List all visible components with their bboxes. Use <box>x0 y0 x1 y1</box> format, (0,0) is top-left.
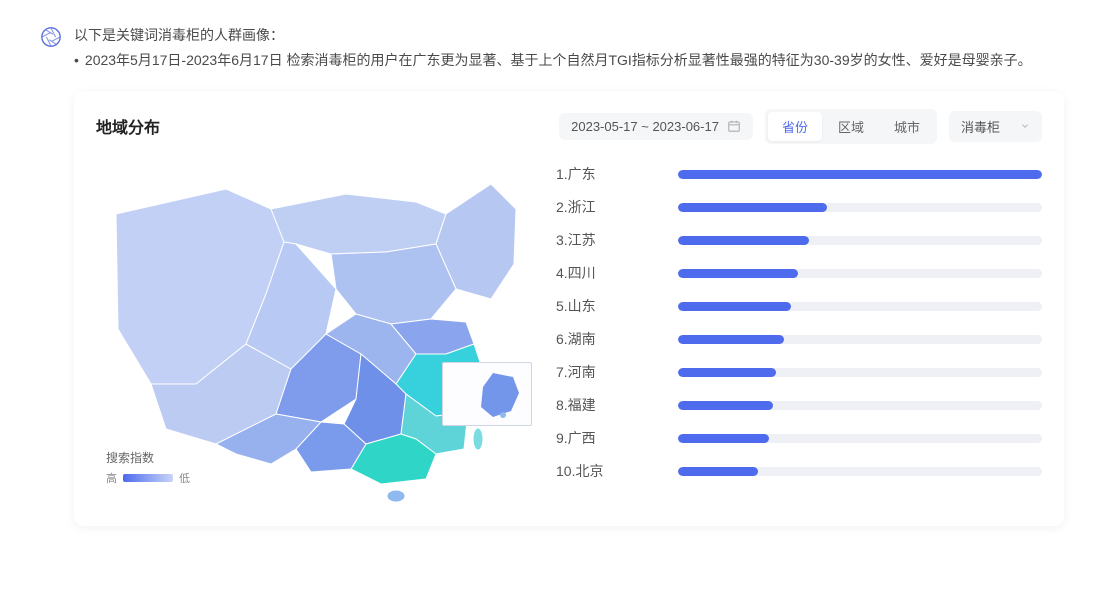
rank-row: 3.江苏 <box>556 224 1042 257</box>
rank-label: 10.北京 <box>556 461 664 481</box>
card-title: 地域分布 <box>96 114 160 138</box>
bar-track <box>678 368 1042 377</box>
bar-fill <box>678 170 1042 179</box>
aperture-icon <box>40 26 62 48</box>
rank-row: 6.湖南 <box>556 323 1042 356</box>
bar-fill <box>678 236 809 245</box>
calendar-icon <box>727 119 741 133</box>
bar-track <box>678 335 1042 344</box>
keyword-select-label: 消毒柜 <box>961 117 1000 136</box>
bar-track <box>678 434 1042 443</box>
rank-label: 8.福建 <box>556 395 664 415</box>
bar-track <box>678 203 1042 212</box>
bar-track <box>678 170 1042 179</box>
rank-label: 3.江苏 <box>556 230 664 250</box>
bar-track <box>678 467 1042 476</box>
rank-label: 5.山东 <box>556 296 664 316</box>
bar-track <box>678 401 1042 410</box>
rank-label: 7.河南 <box>556 362 664 382</box>
scope-tabs: 省份 区域 城市 <box>765 109 937 144</box>
keyword-select[interactable]: 消毒柜 <box>949 111 1042 142</box>
tab-province[interactable]: 省份 <box>768 112 822 141</box>
rank-row: 10.北京 <box>556 455 1042 488</box>
bar-fill <box>678 401 773 410</box>
rank-row: 2.浙江 <box>556 191 1042 224</box>
bar-fill <box>678 335 784 344</box>
map-legend: 搜索指数 高 低 <box>106 449 190 486</box>
region-distribution-card: 地域分布 2023-05-17 ~ 2023-06-17 省份 区域 城市 消毒… <box>74 91 1064 526</box>
rank-label: 6.湖南 <box>556 329 664 349</box>
rank-row: 8.福建 <box>556 389 1042 422</box>
date-range-text: 2023-05-17 ~ 2023-06-17 <box>571 119 719 134</box>
legend-gradient <box>123 474 173 482</box>
legend-low: 低 <box>179 470 190 486</box>
rank-label: 4.四川 <box>556 263 664 283</box>
tab-city[interactable]: 城市 <box>880 112 934 141</box>
bar-track <box>678 236 1042 245</box>
mini-map-inset <box>442 362 532 426</box>
bar-fill <box>678 302 791 311</box>
bar-fill <box>678 434 769 443</box>
intro-bullet: 2023年5月17日-2023年6月17日 检索消毒柜的用户在广东更为显著、基于… <box>74 48 1060 73</box>
tab-region[interactable]: 区域 <box>824 112 878 141</box>
bar-track <box>678 302 1042 311</box>
bar-fill <box>678 203 827 212</box>
legend-high: 高 <box>106 470 117 486</box>
chevron-down-icon <box>1020 121 1030 131</box>
rank-label: 2.浙江 <box>556 197 664 217</box>
rank-label: 9.广西 <box>556 428 664 448</box>
legend-title: 搜索指数 <box>106 449 190 466</box>
rank-row: 5.山东 <box>556 290 1042 323</box>
china-map: 搜索指数 高 低 <box>96 154 536 504</box>
rank-row: 9.广西 <box>556 422 1042 455</box>
bar-fill <box>678 467 758 476</box>
rank-row: 1.广东 <box>556 158 1042 191</box>
ranking-list: 1.广东 2.浙江 3.江苏 4.四川 5.山东 6.湖南 7.河南 8.福建 9.广西 10.北… <box>556 154 1042 488</box>
bar-fill <box>678 368 776 377</box>
date-range-picker[interactable]: 2023-05-17 ~ 2023-06-17 <box>559 113 753 140</box>
bar-fill <box>678 269 798 278</box>
bar-track <box>678 269 1042 278</box>
rank-label: 1.广东 <box>556 164 664 184</box>
rank-row: 7.河南 <box>556 356 1042 389</box>
rank-row: 4.四川 <box>556 257 1042 290</box>
intro-title: 以下是关键词消毒柜的人群画像： <box>74 24 1060 48</box>
